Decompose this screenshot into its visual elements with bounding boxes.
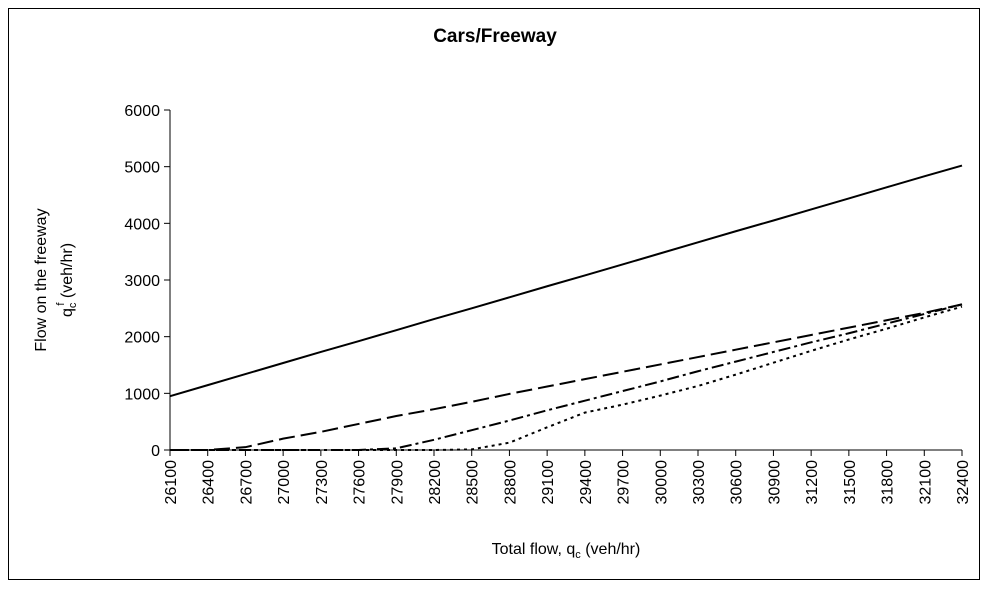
series-line	[170, 305, 963, 451]
x-tick-label: 29400	[578, 460, 595, 505]
series-line	[169, 164, 963, 398]
x-axis-label: Total flow, qc (veh/hr)	[492, 541, 641, 561]
y-axis-label-superscript: f	[55, 302, 67, 306]
y-axis-label-line2: qcf (veh/hr)	[55, 243, 79, 317]
series-line	[170, 303, 963, 451]
x-tick-label: 27900	[389, 460, 406, 505]
y-tick-label: 4000	[124, 216, 160, 233]
x-tick-label: 29100	[540, 460, 557, 505]
y-tick-label: 1000	[124, 386, 160, 403]
x-tick-label: 28500	[465, 460, 482, 505]
x-tick-label: 26700	[238, 460, 255, 505]
series-line	[170, 303, 963, 451]
y-axis-label-subscript: c	[67, 302, 79, 308]
x-tick-label: 27300	[314, 460, 331, 505]
y-axis-label-units: (veh/hr)	[59, 243, 76, 303]
x-tick-label: 31800	[880, 460, 897, 505]
x-tick-label: 30900	[766, 460, 783, 505]
y-tick-label: 5000	[124, 160, 160, 177]
x-tick-label: 30300	[691, 460, 708, 505]
y-tick-label: 2000	[124, 330, 160, 347]
chart-border	[8, 8, 980, 580]
x-tick-label: 28800	[502, 460, 519, 505]
y-tick-label: 6000	[124, 103, 160, 120]
x-tick-label: 27000	[276, 460, 293, 505]
x-tick-label: 31200	[804, 460, 821, 505]
x-axis-label-subscript: c	[575, 549, 581, 561]
x-tick-label: 26400	[201, 460, 218, 505]
y-axis-label: Flow on the freeway qcf (veh/hr)	[33, 208, 79, 351]
y-axis-label-line1: Flow on the freeway	[33, 208, 50, 351]
x-tick-label: 30600	[729, 460, 746, 505]
x-axis-label-units: (veh/hr)	[581, 541, 641, 558]
y-tick-label: 0	[151, 443, 160, 460]
y-tick-label: 3000	[124, 273, 160, 290]
y-axis-label-q: q	[59, 308, 76, 317]
x-tick-label: 32100	[917, 460, 934, 505]
x-tick-label: 30000	[653, 460, 670, 505]
x-tick-label: 32400	[955, 460, 972, 505]
chart-title: Cars/Freeway	[433, 26, 557, 47]
x-tick-label: 27600	[352, 460, 369, 505]
x-tick-label: 28200	[427, 460, 444, 505]
x-axis-label-text: Total flow, q	[492, 541, 576, 558]
x-tick-label: 31500	[842, 460, 859, 505]
x-tick-label: 26100	[163, 460, 180, 505]
x-tick-label: 29700	[616, 460, 633, 505]
